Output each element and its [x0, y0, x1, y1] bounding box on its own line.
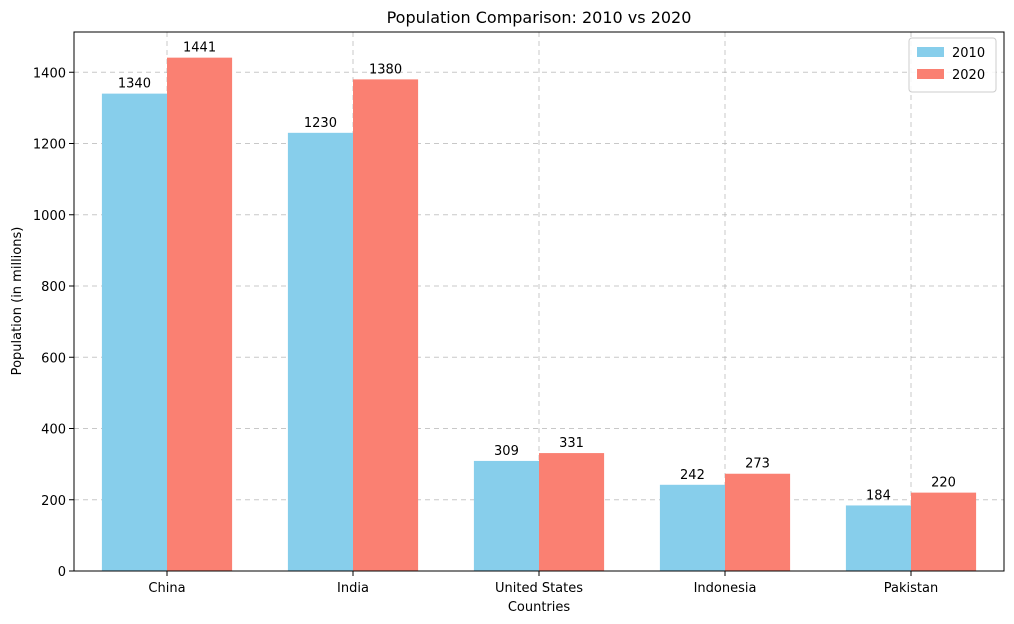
- bar-value-label: 1380: [369, 62, 402, 77]
- bar-value-label: 1340: [118, 77, 151, 92]
- y-tick-label: 400: [41, 423, 66, 438]
- x-tick-label: India: [337, 581, 369, 596]
- bar-value-label: 184: [866, 488, 891, 503]
- legend: 2010 2020: [908, 37, 997, 93]
- bar-value-label: 1441: [183, 41, 216, 56]
- y-tick-label: 600: [41, 351, 66, 366]
- legend-swatch: [917, 69, 944, 79]
- y-tick-label: 0: [58, 565, 66, 580]
- legend-swatch: [917, 47, 944, 57]
- bar-2020-china: [167, 57, 233, 571]
- bar-value-label: 242: [680, 468, 705, 483]
- x-tick-label: China: [148, 581, 185, 596]
- y-axis: 0 200 400 600 800 1000 1200 1400: [33, 66, 74, 580]
- bar-2020-india: [353, 79, 419, 571]
- x-axis-title: Countries: [508, 600, 571, 615]
- x-tick-label: Indonesia: [694, 581, 757, 596]
- bar-2010-pakistan: [845, 505, 911, 571]
- y-tick-label: 800: [41, 280, 66, 295]
- bar-2010-indonesia: [659, 484, 725, 571]
- bar-value-label: 220: [931, 476, 956, 491]
- bar-value-label: 273: [745, 457, 770, 472]
- data-labels: 1340 1230 309 242 184 1441 1380 331 273 220: [118, 41, 956, 504]
- bars: [101, 57, 977, 572]
- x-axis: China India United States Indonesia Pakistan: [148, 571, 938, 596]
- bar-2010-china: [101, 93, 167, 571]
- y-axis-title: Population (in millions): [10, 227, 25, 376]
- bar-2010-united-states: [473, 460, 539, 571]
- x-tick-label: Pakistan: [884, 581, 938, 596]
- bar-2020-united-states: [539, 453, 605, 571]
- bar-value-label: 331: [559, 436, 584, 451]
- bar-value-label: 309: [494, 444, 519, 459]
- bar-2010-india: [287, 132, 353, 572]
- y-tick-label: 1000: [33, 209, 66, 224]
- chart-title: Population Comparison: 2010 vs 2020: [387, 8, 692, 27]
- y-tick-label: 1400: [33, 66, 66, 81]
- bar-2020-indonesia: [725, 473, 791, 571]
- legend-label: 2010: [952, 46, 985, 61]
- bar-2020-pakistan: [911, 492, 977, 571]
- x-tick-label: United States: [495, 581, 583, 596]
- y-tick-label: 200: [41, 494, 66, 509]
- y-tick-label: 1200: [33, 138, 66, 153]
- bar-value-label: 1230: [304, 116, 337, 131]
- legend-label: 2020: [952, 68, 985, 83]
